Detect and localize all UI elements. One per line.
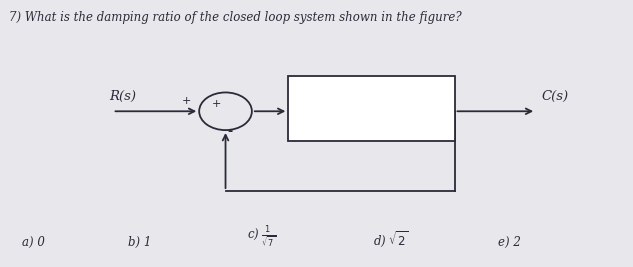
Text: 7) What is the damping ratio of the closed loop system shown in the figure?: 7) What is the damping ratio of the clos… xyxy=(9,11,461,23)
Text: c) $\frac{1}{\sqrt{7}}$: c) $\frac{1}{\sqrt{7}}$ xyxy=(248,224,277,249)
Text: +: + xyxy=(181,96,191,106)
Text: +: + xyxy=(211,99,221,109)
Text: C(s): C(s) xyxy=(541,91,568,103)
Text: (s + 1)(s + 3): (s + 1)(s + 3) xyxy=(334,119,410,129)
Text: R(s): R(s) xyxy=(110,91,137,103)
Text: 5: 5 xyxy=(367,87,376,101)
Bar xyxy=(288,76,454,141)
Text: b) 1: b) 1 xyxy=(128,235,152,249)
Text: -: - xyxy=(227,125,232,139)
Text: d) $\sqrt{2}$: d) $\sqrt{2}$ xyxy=(373,229,408,249)
Text: a) 0: a) 0 xyxy=(22,235,44,249)
Text: e) 2: e) 2 xyxy=(498,235,522,249)
